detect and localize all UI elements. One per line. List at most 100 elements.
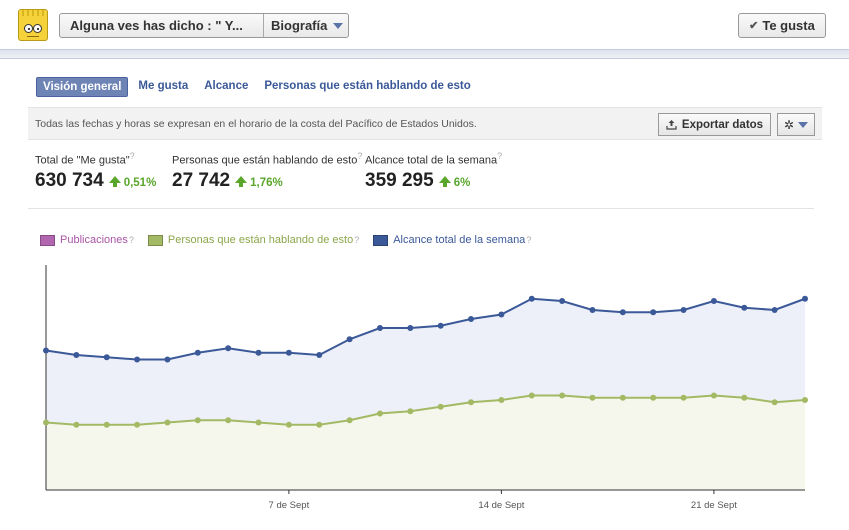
data-point: [468, 316, 475, 322]
data-point: [164, 356, 171, 363]
stat-change: 6%: [453, 176, 471, 189]
data-point: [376, 410, 383, 417]
data-point: [73, 352, 80, 358]
data-point: [650, 394, 657, 401]
help-icon[interactable]: ?: [497, 151, 503, 161]
data-point: [316, 352, 323, 358]
data-point: [103, 354, 110, 361]
data-point: [194, 349, 201, 356]
like-button[interactable]: ✔ Te gusta: [738, 13, 826, 38]
data-point: [103, 421, 110, 428]
data-point: [771, 307, 778, 313]
data-point: [255, 349, 262, 356]
arrow-up-icon: [235, 175, 248, 187]
page-avatar[interactable]: [18, 9, 48, 41]
data-point: [285, 421, 292, 428]
view-label: Biografía: [271, 18, 328, 33]
data-point: [346, 417, 353, 424]
export-data-button[interactable]: Exportar datos: [658, 113, 771, 136]
help-icon: ?: [526, 235, 532, 245]
data-point: [528, 295, 535, 302]
stat-value: 27 742: [172, 169, 231, 191]
legend-swatch: [373, 234, 389, 246]
chevron-down-icon: [333, 22, 344, 29]
tab-personas-hablando[interactable]: Personas que están hablando de esto: [264, 80, 471, 92]
data-point: [134, 421, 141, 428]
view-dropdown[interactable]: Biografía: [264, 18, 344, 33]
tab-alcance[interactable]: Alcance: [204, 80, 249, 92]
data-point: [771, 399, 778, 406]
gear-icon: ✲: [783, 117, 795, 132]
legend-item-hablando[interactable]: Personas que están hablando de esto?: [147, 234, 360, 246]
data-point: [559, 392, 566, 399]
page-selector[interactable]: Alguna ves has dicho : " Y... Biografía: [59, 13, 349, 38]
data-point: [710, 392, 717, 399]
tab-me-gusta[interactable]: Me gusta: [138, 80, 189, 92]
settings-dropdown-button[interactable]: ✲: [777, 113, 815, 136]
data-point: [528, 392, 535, 399]
export-icon: [666, 120, 677, 130]
tab-vision-general[interactable]: Visión general: [36, 77, 129, 97]
data-point: [134, 356, 141, 363]
data-point: [741, 304, 748, 311]
data-point: [498, 311, 505, 318]
stat-change: 0,51%: [123, 176, 157, 189]
data-point: [255, 419, 262, 426]
data-point: [73, 421, 80, 428]
stat-total-likes: Total de "Me gusta"? 630 734 0,51%: [35, 151, 157, 191]
data-point: [437, 403, 444, 410]
data-point: [741, 394, 748, 401]
page-name: Alguna ves has dicho : " Y...: [70, 18, 243, 33]
data-point: [407, 408, 414, 415]
data-point: [619, 394, 626, 401]
stat-talking-about: Personas que están hablando de esto? 27 …: [172, 151, 363, 191]
data-point: [225, 345, 232, 352]
help-icon: ?: [128, 235, 134, 245]
data-point: [468, 399, 475, 406]
chevron-down-icon: [798, 121, 809, 128]
x-tick-label: 7 de Sept: [269, 500, 310, 511]
data-point: [437, 322, 444, 329]
stat-value: 359 295: [365, 169, 434, 191]
legend-item-publicaciones[interactable]: Publicaciones?: [40, 234, 134, 246]
series-area: [46, 395, 805, 490]
stat-weekly-reach: Alcance total de la semana? 359 295 6%: [365, 151, 503, 191]
chart-legend: Publicaciones? Personas que están hablan…: [40, 234, 545, 246]
legend-item-alcance[interactable]: Alcance total de la semana?: [373, 234, 531, 246]
legend-swatch: [147, 234, 163, 246]
data-point: [346, 336, 353, 343]
data-point: [589, 307, 596, 313]
data-point: [498, 397, 505, 403]
data-point: [376, 325, 383, 331]
series-line: [45, 394, 806, 426]
insights-tabs: Visión general Me gusta Alcance Personas…: [36, 77, 481, 97]
x-tick-label: 21 de Sept: [691, 500, 737, 511]
data-point: [559, 298, 566, 304]
help-icon: ?: [354, 235, 360, 245]
timezone-notice: Todas las fechas y horas se expresan en …: [28, 107, 822, 140]
data-point: [43, 419, 49, 426]
data-point: [316, 421, 323, 428]
data-point: [407, 325, 414, 331]
legend-swatch: [40, 234, 55, 246]
series-line: [45, 297, 806, 361]
data-point: [802, 295, 808, 302]
help-icon[interactable]: ?: [357, 151, 363, 161]
data-point: [680, 394, 687, 401]
data-point: [589, 394, 596, 401]
page-header: Alguna ves has dicho : " Y... Biografía …: [0, 0, 849, 50]
data-point: [680, 307, 687, 313]
data-point: [225, 417, 232, 424]
timezone-notice-text: Todas las fechas y horas se expresan en …: [35, 118, 477, 130]
data-point: [164, 419, 171, 426]
x-tick-label: 14 de Sept: [478, 500, 524, 511]
check-icon: ✔: [749, 20, 759, 32]
help-icon[interactable]: ?: [129, 151, 135, 161]
arrow-up-icon: [108, 175, 121, 187]
data-point: [802, 397, 808, 403]
data-point: [650, 309, 657, 316]
data-point: [710, 298, 717, 304]
stat-change: 1,76%: [250, 176, 283, 189]
arrow-up-icon: [438, 175, 451, 187]
